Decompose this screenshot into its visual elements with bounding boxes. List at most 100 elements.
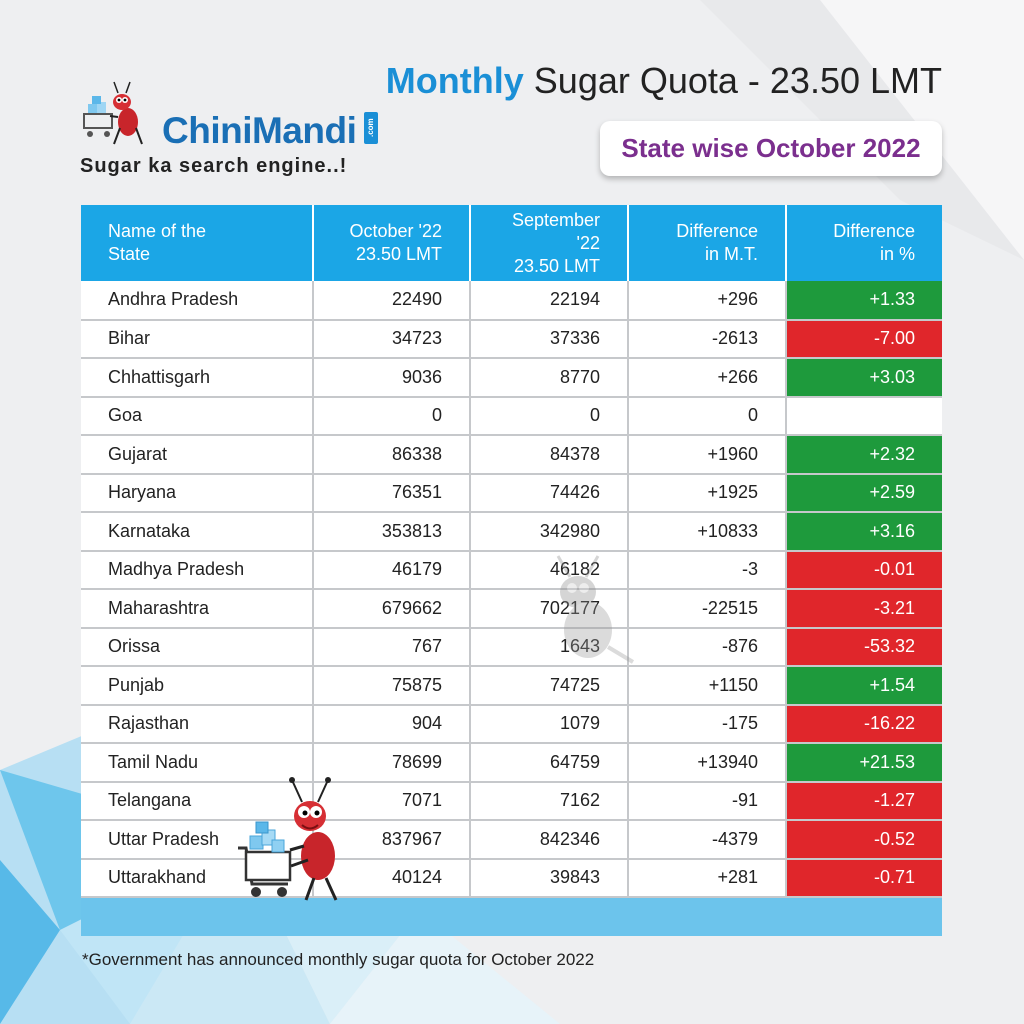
table-row: Orissa7671643-876-53.32	[81, 627, 942, 667]
cell-difference-mt: -4379	[628, 820, 787, 860]
cell-state: Rajasthan	[81, 704, 314, 744]
column-header-line2: 23.50 LMT	[513, 255, 600, 276]
ant-watermark-icon	[556, 555, 635, 664]
cell-difference-pct: +3.16	[786, 512, 942, 552]
brand-name: ChiniMandi	[162, 110, 357, 152]
cell-difference-pct: +1.54	[786, 666, 942, 706]
table-row: Tamil Nadu 78699 64759 +13940 +21.53	[81, 743, 942, 783]
table-row: Uttar Pradesh 837967 842346 -4379 -0.52	[81, 820, 942, 860]
cell-state: Telangana	[81, 781, 314, 821]
cell-difference-mt: +1925	[628, 473, 787, 513]
cell-state: Chhattisgarh	[81, 358, 314, 398]
cell-difference-mt: +13940	[628, 743, 787, 783]
cell-september: 842346	[470, 820, 629, 860]
cell-state: Orissa	[81, 627, 314, 667]
cell-difference-mt: -2613	[628, 319, 787, 359]
cell-difference-mt: 0	[628, 396, 787, 436]
cell-difference-mt: +10833	[628, 512, 787, 552]
cell-difference-pct: -7.00	[786, 319, 942, 359]
column-header-line2: 23.50 LMT	[355, 244, 442, 264]
table-row: Karnataka 353813 342980 +10833 +3.16	[81, 512, 942, 552]
column-header-line1: Difference	[833, 221, 915, 241]
table-row: Gujarat 86338 84378 +1960 +2.32	[81, 435, 942, 475]
cell-state: Bihar	[81, 319, 314, 359]
table-row: Telangana 7071 7162 -91 -1.27	[81, 781, 942, 821]
column-header-line1: Name of the	[108, 221, 207, 241]
cell-state: Gujarat	[81, 435, 314, 475]
table-row: Punjab 75875 74725 +1150 +1.54	[81, 666, 942, 706]
cell-difference-pct: -0.52	[786, 820, 942, 860]
cell-september: 39843	[470, 858, 629, 898]
column-header-difference-mt: Difference in M.T.	[628, 205, 787, 281]
cell-difference-pct: +2.32	[786, 435, 942, 475]
table-row: Andhra Pradesh 22490 22194 +296 +1.33	[81, 281, 942, 321]
brand-com-badge: .com	[364, 112, 378, 144]
cell-september: 342980	[470, 512, 629, 552]
column-header-line1: September '22	[511, 209, 600, 253]
column-header-line2: State	[108, 244, 151, 264]
cell-october: 22490	[313, 281, 471, 321]
cell-october: 679662	[313, 589, 471, 629]
column-header-state: Name of the State	[81, 205, 314, 281]
cell-difference-pct: +1.33	[786, 281, 942, 321]
column-header-september: September '22 23.50 LMT	[470, 205, 629, 281]
table-row: Uttarakhand 40124 39843 +281 -0.71	[81, 858, 942, 898]
cell-september: 702177	[470, 589, 629, 629]
cell-october: 46179	[313, 550, 471, 590]
column-header-line2: in M.T.	[704, 244, 758, 264]
cell-difference-pct: -3.21	[786, 589, 942, 629]
chinimandi-logo[interactable]: ChiniMandi .com	[80, 72, 400, 182]
cell-october: 78699	[313, 743, 471, 783]
cell-september: 46182	[470, 550, 629, 590]
cell-difference-pct: +3.03	[786, 358, 942, 398]
cell-difference-mt: +266	[628, 358, 787, 398]
cell-difference-mt: +296	[628, 281, 787, 321]
column-header-difference-pct: Difference in %	[786, 205, 942, 281]
cell-september: 74426	[470, 473, 629, 513]
cell-state: Goa	[81, 396, 314, 436]
cell-difference-mt: -175	[628, 704, 787, 744]
cell-difference-pct: +21.53	[786, 743, 942, 783]
brand-name-part1: Chini	[162, 110, 252, 151]
cell-state: Punjab	[81, 666, 314, 706]
table-row: Rajasthan 904 1079 -175 -16.22	[81, 704, 942, 744]
table-row: Chhattisgarh 9036 8770 +266 +3.03	[81, 358, 942, 398]
cell-difference-mt: +281	[628, 858, 787, 898]
cell-state: Maharashtra	[81, 589, 314, 629]
cell-october: 76351	[313, 473, 471, 513]
cell-difference-mt: -91	[628, 781, 787, 821]
cell-september: 8770	[470, 358, 629, 398]
table-row: Bihar 34723 37336 -2613 -7.00	[81, 319, 942, 359]
table-footer-band	[81, 897, 942, 936]
subtitle-badge: State wise October 2022	[600, 121, 942, 176]
title-rest: Sugar Quota - 23.50 LMT	[523, 60, 942, 101]
cell-difference-pct: +2.59	[786, 473, 942, 513]
column-header-october: October '22 23.50 LMT	[313, 205, 471, 281]
table-row: Madhya Pradesh 46179 46182 -3 -0.01	[81, 550, 942, 590]
cell-difference-mt: -3	[628, 550, 787, 590]
ant-cart-mascot-icon	[238, 777, 338, 901]
cell-october: 0	[313, 396, 471, 436]
table-body: Andhra Pradesh 22490 22194 +296 +1.33 Bihar 34…	[81, 281, 942, 898]
brand-name-part2: Mandi	[251, 110, 357, 151]
cell-difference-pct: -16.22	[786, 704, 942, 744]
table-row: Maharashtra 679662 702177 -22515 -3.21	[81, 589, 942, 629]
column-header-line2: in %	[879, 244, 915, 264]
cell-september: 0	[470, 396, 629, 436]
cell-september: 22194	[470, 281, 629, 321]
cell-difference-mt: +1960	[628, 435, 787, 475]
cell-september: 74725	[470, 666, 629, 706]
column-header-line1: October '22	[349, 221, 443, 241]
cell-october: 34723	[313, 319, 471, 359]
cell-september: 1643	[470, 627, 629, 667]
cell-state: Andhra Pradesh	[81, 281, 314, 321]
cell-september: 1079	[470, 704, 629, 744]
cell-state: Tamil Nadu	[81, 743, 314, 783]
cell-difference-mt: -22515	[628, 589, 787, 629]
cell-october: 9036	[313, 358, 471, 398]
cell-october: 75875	[313, 666, 471, 706]
cell-october: 767	[313, 627, 471, 667]
table-header-row: Name of the State October '22 23.50 LMT …	[81, 205, 942, 281]
cell-state: Madhya Pradesh	[81, 550, 314, 590]
cell-difference-pct: -53.32	[786, 627, 942, 667]
